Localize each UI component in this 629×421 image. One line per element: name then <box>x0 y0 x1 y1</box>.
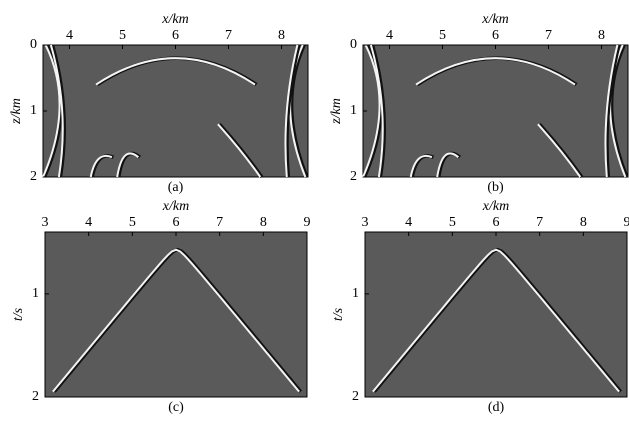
x-tick-label: 3 <box>42 215 49 230</box>
x-axis-label: x/km <box>162 199 189 214</box>
x-tick-label: 8 <box>580 215 587 230</box>
wavefront <box>537 123 582 178</box>
wavefront <box>415 57 576 86</box>
y-tick-label: 2 <box>350 169 357 184</box>
caption: (a) <box>168 180 184 195</box>
wavefront-shadow <box>50 44 66 178</box>
panel: 4 5 6 7 8 0 1 2 x/km z/km (a) <box>9 12 309 195</box>
x-tick-label: 5 <box>129 215 136 230</box>
image-area <box>42 44 309 178</box>
y-tick-label: 1 <box>30 103 37 118</box>
wavefront <box>217 123 262 178</box>
caption: (b) <box>487 180 504 195</box>
x-tick-label: 5 <box>449 215 456 230</box>
wavefront <box>409 154 433 178</box>
panel: 3 4 5 6 7 8 9 1 2 x/km t/s (c) <box>11 199 310 415</box>
y-axis-label: t/s <box>331 307 346 321</box>
wavefront-shadow <box>289 44 309 178</box>
y-axis-label: t/s <box>11 307 26 321</box>
x-tick-label: 5 <box>119 28 126 43</box>
wavefront-shadow <box>370 44 386 178</box>
x-tick-label: 8 <box>278 28 285 43</box>
x-tick-label: 4 <box>66 28 73 43</box>
x-axis-label: x/km <box>161 12 188 27</box>
y-axis-label: z/km <box>9 98 24 125</box>
x-tick-label: 7 <box>216 215 223 230</box>
x-tick-label: 5 <box>439 28 446 43</box>
x-tick-label: 8 <box>260 215 267 230</box>
wavefront <box>362 44 381 178</box>
image-area <box>44 231 308 398</box>
panel: 4 5 6 7 8 0 1 2 x/km z/km (b) <box>329 12 629 195</box>
x-axis-label: x/km <box>481 12 508 27</box>
y-axis-label: z/km <box>329 98 344 125</box>
image-area <box>362 44 629 178</box>
x-tick-label: 9 <box>304 215 311 230</box>
wavefront <box>116 152 140 178</box>
wavefront <box>89 154 113 178</box>
y-tick-label: 2 <box>32 389 39 404</box>
caption: (c) <box>168 400 184 415</box>
wavefront-shadow <box>218 123 264 179</box>
wavefront <box>95 57 256 86</box>
wavefront-shadow <box>538 123 584 179</box>
y-tick-label: 1 <box>352 286 359 301</box>
wavefront <box>604 44 619 178</box>
x-tick-label: 6 <box>492 28 499 43</box>
x-tick-label: 9 <box>624 215 629 230</box>
y-tick-label: 1 <box>32 286 39 301</box>
x-tick-label: 7 <box>225 28 232 43</box>
wavefront <box>52 248 300 393</box>
wavefront-shadow <box>605 44 621 178</box>
x-tick-label: 4 <box>405 215 412 230</box>
x-tick-label: 6 <box>493 215 500 230</box>
x-tick-label: 4 <box>85 215 92 230</box>
y-tick-label: 0 <box>30 37 37 52</box>
wavefront <box>436 152 460 178</box>
wavefront <box>42 44 61 178</box>
x-tick-label: 7 <box>536 215 543 230</box>
y-tick-label: 2 <box>30 169 37 184</box>
x-tick-label: 8 <box>598 28 605 43</box>
x-tick-label: 4 <box>386 28 393 43</box>
y-tick-label: 2 <box>352 389 359 404</box>
caption: (d) <box>488 400 505 415</box>
wavefront <box>369 44 384 178</box>
x-tick-label: 6 <box>172 28 179 43</box>
wavefront <box>49 44 64 178</box>
panel: 3 4 5 6 7 8 9 1 2 x/km t/s (d) <box>331 199 629 415</box>
y-tick-label: 0 <box>350 37 357 52</box>
x-tick-label: 7 <box>545 28 552 43</box>
wavefront-shadow <box>285 44 301 178</box>
image-area <box>364 231 628 398</box>
x-axis-label: x/km <box>482 199 509 214</box>
wavefront-shadow <box>609 44 629 178</box>
wavefront <box>284 44 299 178</box>
x-tick-label: 6 <box>173 215 180 230</box>
y-tick-label: 1 <box>350 103 357 118</box>
wavefront <box>372 248 620 393</box>
x-tick-label: 3 <box>362 215 369 230</box>
